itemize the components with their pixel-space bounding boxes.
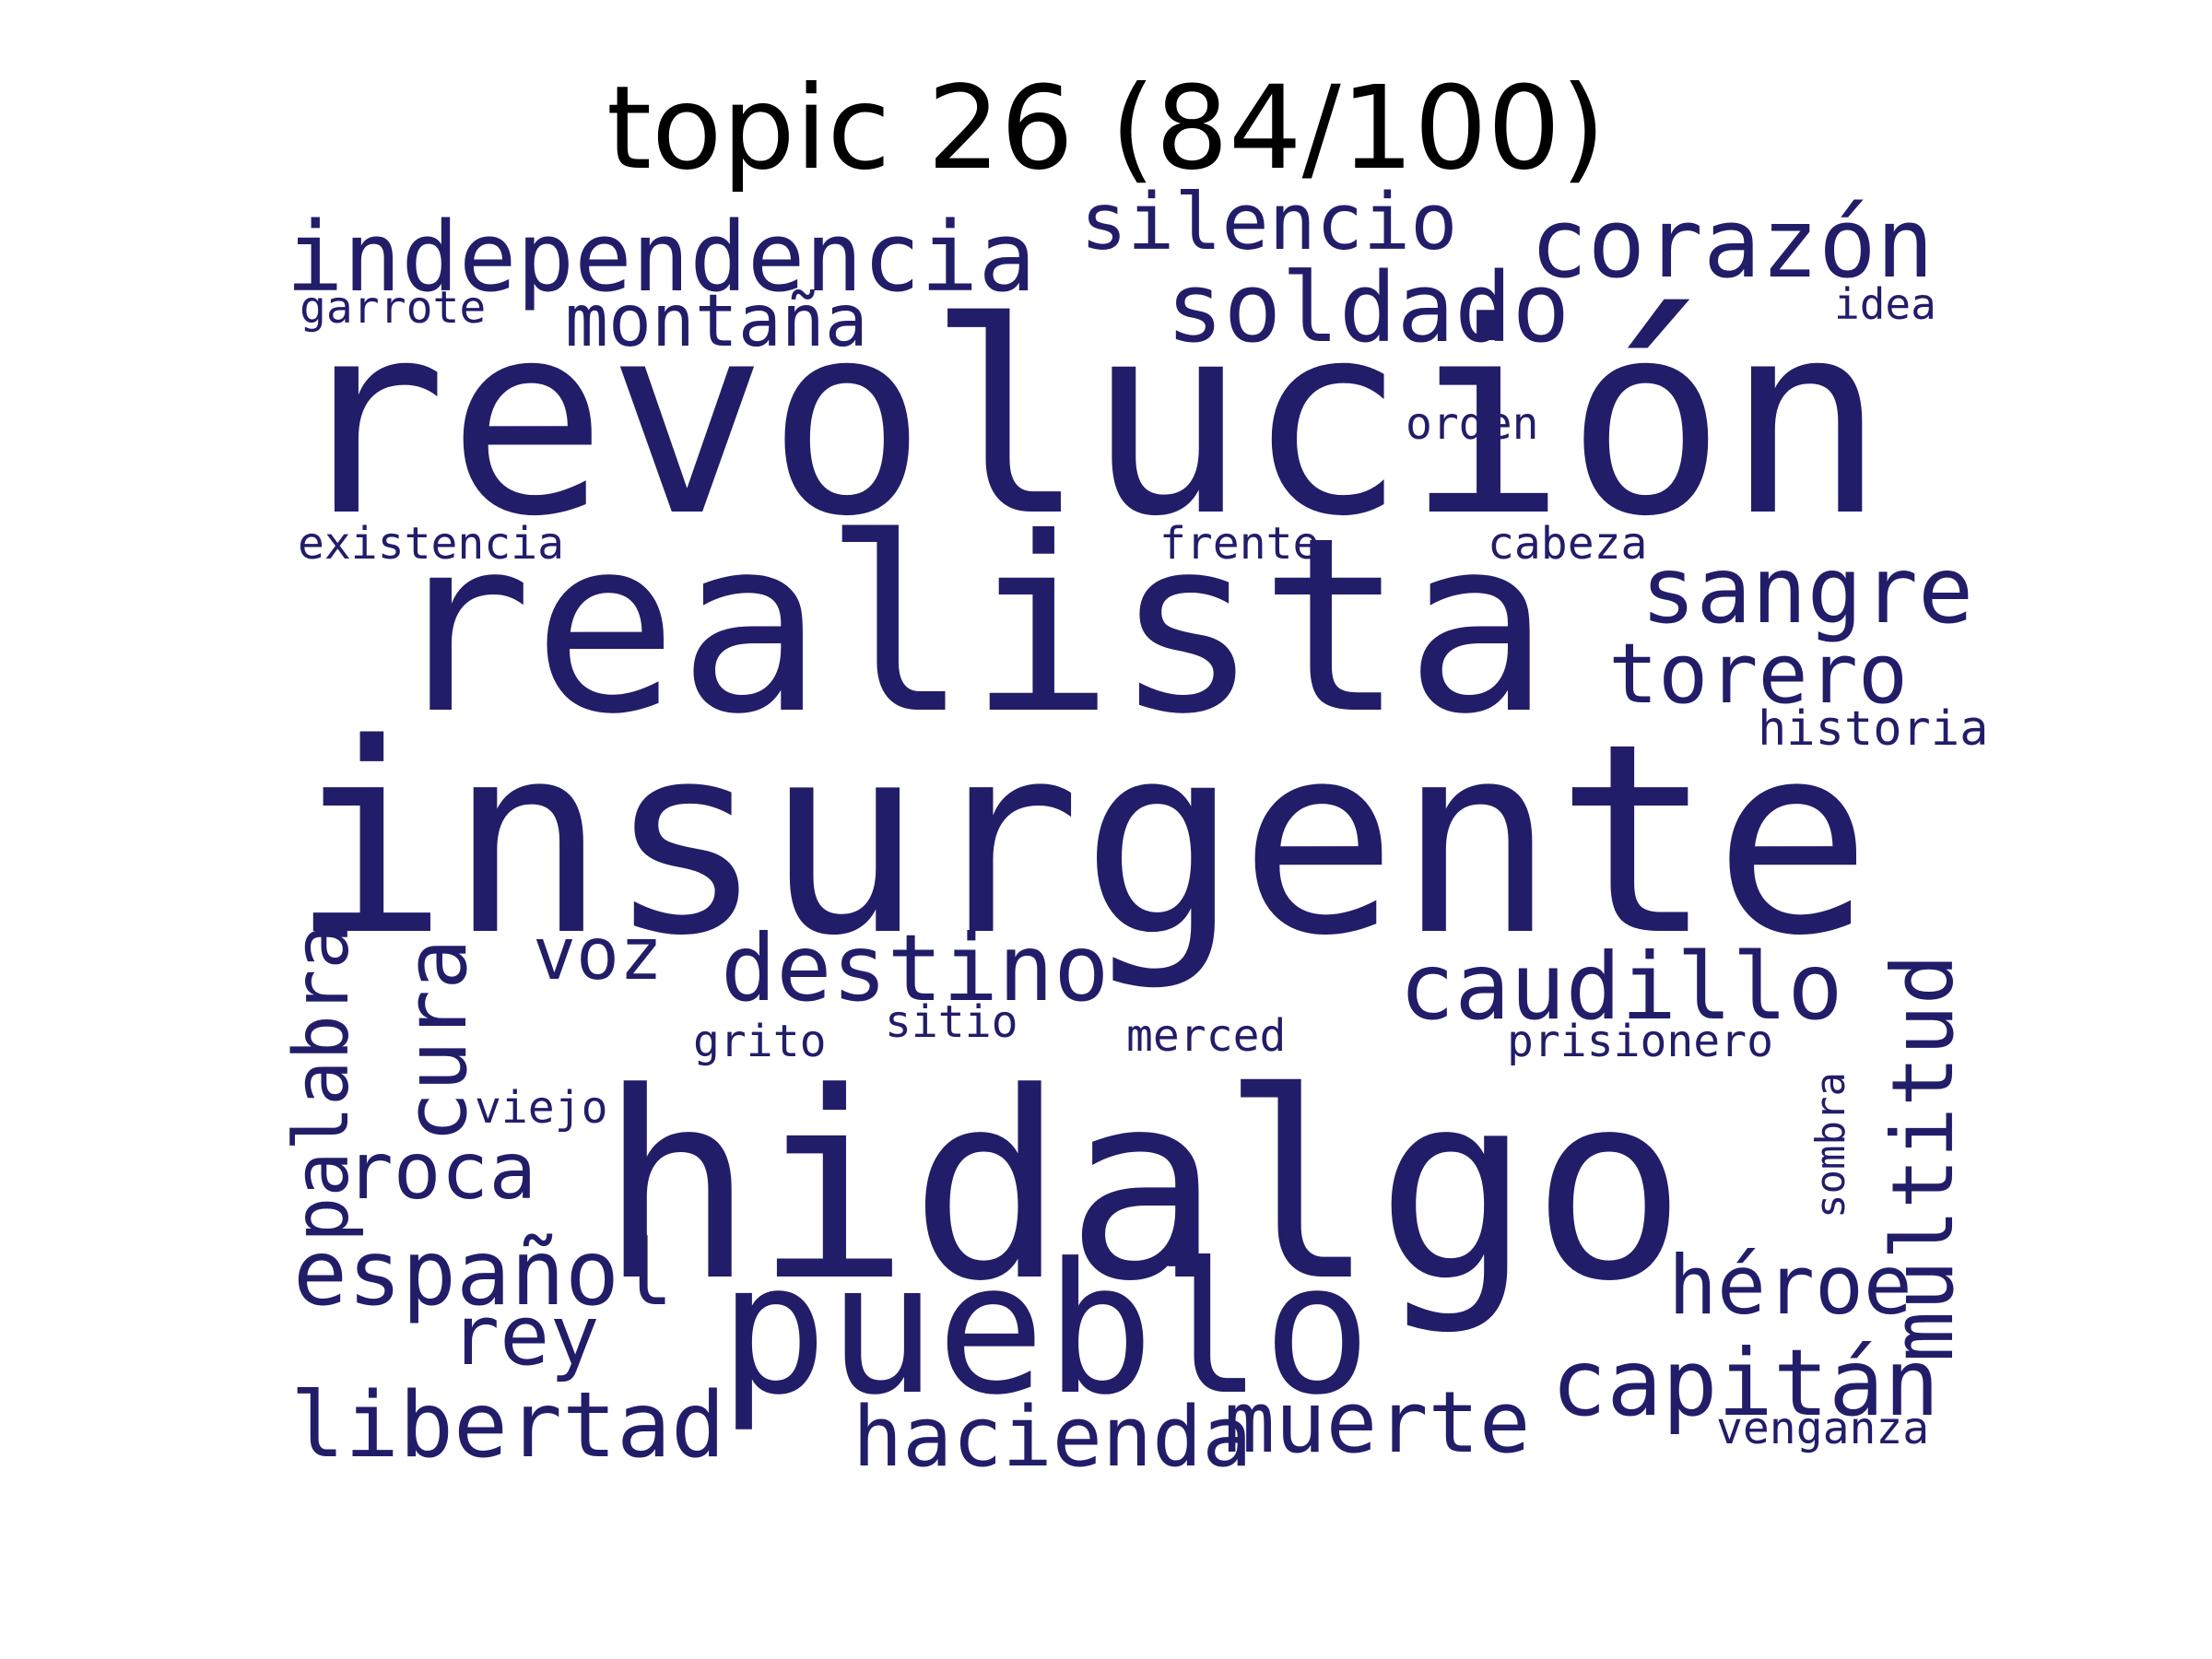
word-prisionero: prisionero <box>1507 1016 1773 1067</box>
word-multitud: multitud <box>1874 954 1972 1362</box>
word-garrote: garrote <box>300 282 486 334</box>
word-insurgente: insurgente <box>290 688 1872 994</box>
word-viejo: viejo <box>475 1082 608 1134</box>
word-grito: grito <box>693 1016 827 1067</box>
word-silencio: silencio <box>1080 177 1457 268</box>
word-historia: historia <box>1758 701 1988 757</box>
word-roca: roca <box>346 1125 536 1218</box>
word-merced: merced <box>1126 1010 1286 1062</box>
word-pueblo: pueblo <box>719 1225 1371 1435</box>
word-soldado: soldado <box>1166 252 1570 364</box>
word-palabra: palabra <box>278 924 366 1242</box>
word-corazon: corazón <box>1530 187 1934 300</box>
word-independencia: independencia <box>286 201 1036 313</box>
word-libertad: libertad <box>290 1373 725 1478</box>
word-orden: orden <box>1406 398 1539 450</box>
word-destino: destino <box>721 914 1109 1022</box>
word-frente: frente <box>1159 518 1319 570</box>
word-sombra: sombra <box>1807 1072 1854 1218</box>
word-heroe: héroe <box>1668 1238 1912 1333</box>
word-existencia: existencia <box>298 518 564 570</box>
word-idea: idea <box>1834 279 1936 329</box>
cloud-title: topic 26 (84/100) <box>606 62 1606 195</box>
word-cabeza: cabeza <box>1488 518 1647 570</box>
word-caudillo: caudillo <box>1399 933 1843 1041</box>
word-montana: montaña <box>565 280 868 363</box>
word-venganza: venganza <box>1716 1403 1929 1454</box>
word-muerte: muerte <box>1224 1373 1530 1472</box>
word-espanol: español <box>293 1221 674 1326</box>
word-realista: realista <box>387 486 1550 767</box>
word-hacienda: hacienda <box>853 1389 1252 1486</box>
word-revolucion: revolución <box>288 265 1886 574</box>
word-sangre: sangre <box>1641 536 1973 644</box>
word-torero: torero <box>1608 626 1908 723</box>
word-voz: voz <box>533 913 663 996</box>
word-sitio: sitio <box>885 996 1018 1048</box>
word-hidalgo: hidalgo <box>599 1038 1687 1338</box>
word-capitan: capitán <box>1551 1329 1939 1437</box>
word-cura: cura <box>387 938 486 1143</box>
word-rey: rey <box>450 1288 600 1384</box>
